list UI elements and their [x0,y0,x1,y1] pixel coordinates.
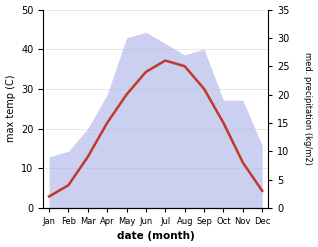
Y-axis label: med. precipitation (kg/m2): med. precipitation (kg/m2) [303,52,313,165]
Y-axis label: max temp (C): max temp (C) [5,75,16,143]
X-axis label: date (month): date (month) [117,231,195,242]
